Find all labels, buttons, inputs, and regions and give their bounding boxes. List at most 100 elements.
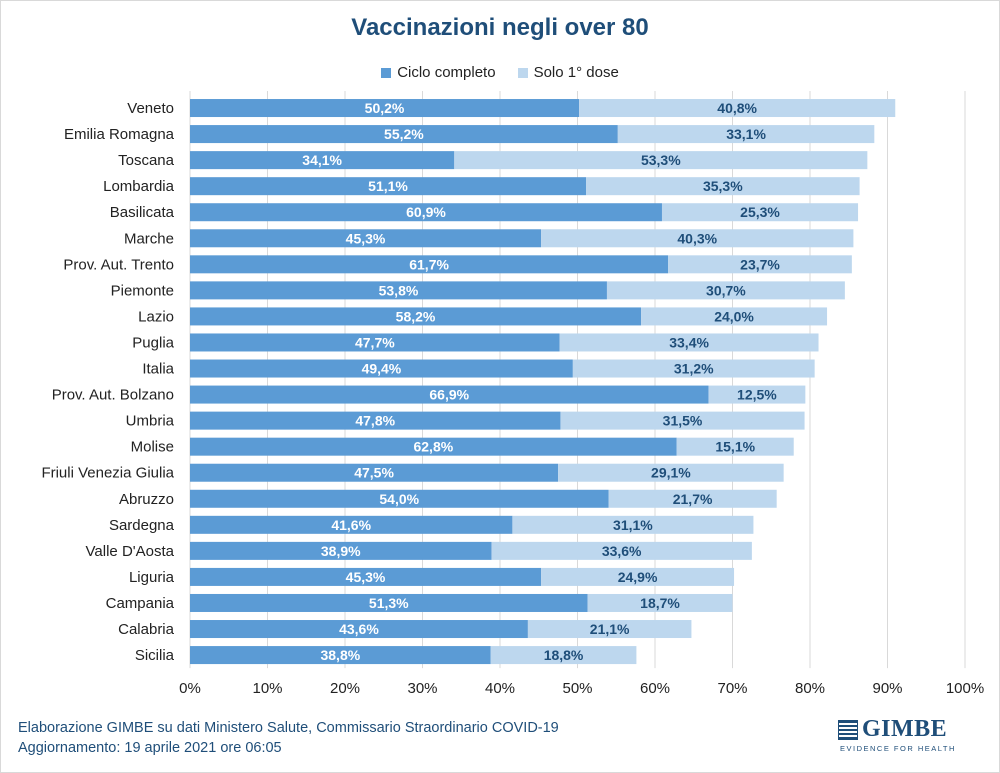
bar-ciclo-completo-friuli-venezia-giulia [190,463,559,482]
data-label-solo-1-dose-liguria: 24,9% [618,569,658,585]
data-label-ciclo-completo-sardegna: 41,6% [331,517,371,533]
category-label-sicilia: Sicilia [135,647,175,664]
bar-solo-1-dose-sicilia [490,646,637,665]
data-label-ciclo-completo-friuli-venezia-giulia: 47,5% [354,465,394,481]
bar-ciclo-completo-italia [190,359,573,378]
bar-ciclo-completo-marche [190,229,542,248]
bar-ciclo-completo-lombardia [190,177,587,196]
data-label-solo-1-dose-sicilia: 18,8% [544,647,584,663]
footer-update: Aggiornamento: 19 aprile 2021 ore 06:05 [18,740,282,756]
bar-solo-1-dose-toscana [454,151,868,170]
category-label-toscana: Toscana [118,152,175,169]
data-label-ciclo-completo-italia: 49,4% [362,361,402,377]
bar-ciclo-completo-prov-aut-bolzano [190,385,709,404]
data-label-solo-1-dose-abruzzo: 21,7% [673,491,713,507]
legend-item-solo-prima-dose: Solo 1° dose [517,64,619,81]
data-label-solo-1-dose-marche: 40,3% [677,230,717,246]
category-label-calabria: Calabria [118,621,175,638]
data-label-solo-1-dose-umbria: 31,5% [663,413,703,429]
data-label-solo-1-dose-valle-d-aosta: 33,6% [602,543,642,559]
legend-item-ciclo-completo: Ciclo completo [381,64,496,81]
x-tick-label: 100% [946,680,984,697]
bar-solo-1-dose-umbria [560,411,805,430]
data-label-solo-1-dose-calabria: 21,1% [590,621,630,637]
bar-solo-1-dose-prov-aut-bolzano [708,385,806,404]
x-tick-label: 10% [252,680,282,697]
data-label-solo-1-dose-prov-aut-trento: 23,7% [740,256,780,272]
data-label-ciclo-completo-campania: 51,3% [369,595,409,611]
bar-ciclo-completo-toscana [190,151,455,170]
category-label-marche: Marche [124,230,174,247]
x-tick-label: 80% [795,680,825,697]
bar-solo-1-dose-friuli-venezia-giulia [558,463,784,482]
bar-ciclo-completo-liguria [190,567,542,586]
legend-swatch-solo-prima-dose [517,67,528,78]
bar-solo-1-dose-sardegna [512,515,754,534]
category-label-friuli-venezia-giulia: Friuli Venezia Giulia [41,465,174,482]
x-tick-label: 30% [407,680,437,697]
bar-solo-1-dose-calabria [527,620,692,639]
category-label-lazio: Lazio [138,308,174,325]
footer-source: Elaborazione GIMBE su dati Ministero Sal… [18,720,559,736]
bar-solo-1-dose-valle-d-aosta [491,541,752,560]
bar-solo-1-dose-molise [676,437,794,456]
bar-solo-1-dose-lombardia [586,177,860,196]
bar-ciclo-completo-campania [190,593,588,612]
data-label-solo-1-dose-molise: 15,1% [715,439,755,455]
data-label-ciclo-completo-calabria: 43,6% [339,621,379,637]
bar-ciclo-completo-emilia-romagna [190,125,618,144]
category-label-abruzzo: Abruzzo [119,491,174,508]
chart-legend: Ciclo completo Solo 1° dose [0,64,1000,81]
category-label-italia: Italia [142,361,174,378]
category-label-veneto: Veneto [127,100,174,117]
data-label-solo-1-dose-lazio: 24,0% [714,308,754,324]
bar-ciclo-completo-prov-aut-trento [190,255,669,274]
bar-solo-1-dose-lazio [641,307,828,326]
data-label-ciclo-completo-molise: 62,8% [413,439,453,455]
x-tick-label: 0% [179,680,201,697]
x-tick-label: 70% [717,680,747,697]
data-label-solo-1-dose-puglia: 33,4% [669,334,709,350]
data-label-solo-1-dose-piemonte: 30,7% [706,282,746,298]
legend-label-ciclo-completo: Ciclo completo [397,64,496,81]
bar-solo-1-dose-abruzzo [608,489,777,508]
data-label-solo-1-dose-lombardia: 35,3% [703,178,743,194]
category-label-liguria: Liguria [129,569,175,586]
data-label-solo-1-dose-sardegna: 31,1% [613,517,653,533]
bar-solo-1-dose-prov-aut-trento [668,255,852,274]
category-label-sardegna: Sardegna [109,517,175,534]
logo-name: GIMBE [862,716,948,742]
bar-ciclo-completo-abruzzo [190,489,609,508]
data-label-ciclo-completo-piemonte: 53,8% [379,282,419,298]
data-label-ciclo-completo-valle-d-aosta: 38,9% [321,543,361,559]
category-label-lombardia: Lombardia [103,178,175,195]
category-label-molise: Molise [131,439,174,456]
bar-solo-1-dose-emilia-romagna [617,125,875,144]
bar-ciclo-completo-basilicata [190,203,662,222]
data-label-ciclo-completo-liguria: 45,3% [346,569,386,585]
bar-ciclo-completo-lazio [190,307,642,326]
data-label-ciclo-completo-emilia-romagna: 55,2% [384,126,424,142]
x-tick-label: 50% [562,680,592,697]
bar-ciclo-completo-veneto [190,99,580,118]
data-label-ciclo-completo-prov-aut-bolzano: 66,9% [429,387,469,403]
x-tick-label: 90% [872,680,902,697]
data-label-solo-1-dose-veneto: 40,8% [717,100,757,116]
bar-ciclo-completo-calabria [190,620,528,639]
bar-ciclo-completo-piemonte [190,281,607,300]
bar-ciclo-completo-sardegna [190,515,513,534]
chart-title: Vaccinazioni negli over 80 [351,14,649,41]
data-label-ciclo-completo-abruzzo: 54,0% [379,491,419,507]
data-label-ciclo-completo-puglia: 47,7% [355,334,395,350]
category-label-emilia-romagna: Emilia Romagna [64,126,175,143]
data-label-ciclo-completo-marche: 45,3% [346,230,386,246]
data-label-ciclo-completo-lombardia: 51,1% [368,178,408,194]
category-label-basilicata: Basilicata [110,204,175,221]
category-label-piemonte: Piemonte [111,282,174,299]
category-label-valle-d-aosta: Valle D'Aosta [86,543,175,560]
bar-solo-1-dose-basilicata [661,203,859,222]
gimbe-logo: GIMBE EVIDENCE FOR HEALTH [838,716,978,753]
bar-solo-1-dose-marche [541,229,854,248]
x-tick-label: 60% [640,680,670,697]
